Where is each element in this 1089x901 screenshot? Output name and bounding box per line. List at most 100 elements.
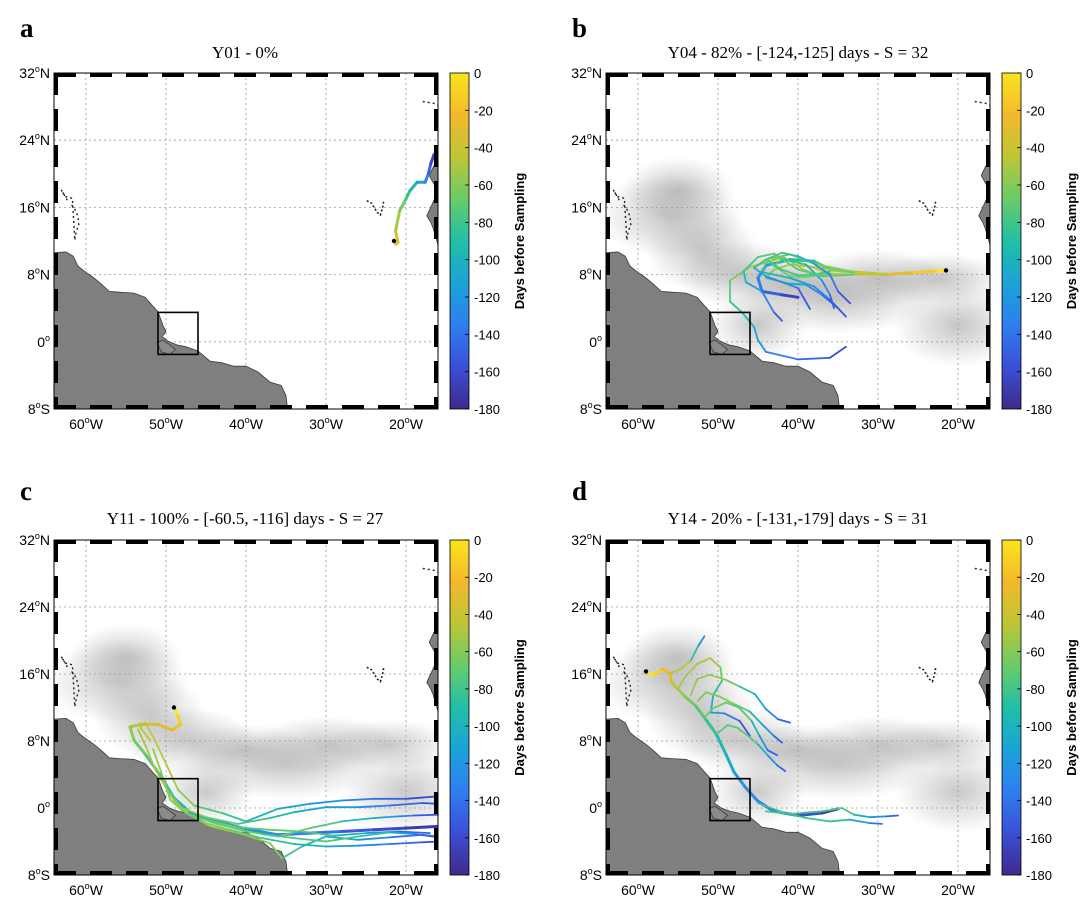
colorbar-tick-label: -140 <box>1026 327 1052 342</box>
trajectory-segment <box>404 824 438 830</box>
colorbar-tick-label: -160 <box>1026 365 1052 380</box>
trajectory-segment <box>736 726 750 737</box>
lat-tick-label: 8oS <box>580 400 602 417</box>
lon-tick-label: 50oW <box>149 415 184 432</box>
trajectory-segment <box>397 814 415 818</box>
trajectory-segment <box>372 826 408 832</box>
lat-tick-label: 0o <box>37 333 50 350</box>
colorbar-tick-label: -80 <box>1026 682 1045 697</box>
trajectory <box>765 251 851 305</box>
release-point <box>643 669 649 674</box>
trajectories <box>729 251 948 361</box>
colorbar-gradient <box>1001 539 1022 876</box>
trajectory-segment <box>829 293 835 310</box>
trajectory-segment <box>742 256 759 273</box>
trajectory-segment <box>756 276 764 293</box>
panel-letter: d <box>572 476 587 506</box>
trajectory-segment <box>773 252 799 271</box>
trajectory-segment <box>725 701 740 709</box>
sampling-box <box>157 777 199 822</box>
trajectory-segment <box>168 792 187 814</box>
trajectory-segment <box>777 718 791 724</box>
lat-tick-label: 24oN <box>19 598 50 615</box>
lat-tick-label: 32oN <box>571 64 602 81</box>
trajectory-segment <box>805 817 831 823</box>
trajectory-segment <box>718 695 735 705</box>
map-content <box>606 73 990 409</box>
trajectory-segment <box>780 293 800 299</box>
trajectory-segment <box>293 837 327 843</box>
trajectory-segment <box>869 815 887 819</box>
lon-tick-label: 30oW <box>861 881 896 898</box>
trajectory-segment <box>849 818 871 824</box>
trajectory-segment <box>797 287 811 310</box>
trajectory-segment <box>261 833 295 839</box>
caribbean-islands <box>60 189 80 241</box>
lat-tick-label: 0o <box>589 799 602 816</box>
trajectory-segment <box>213 822 247 833</box>
trajectory-segment <box>715 724 729 736</box>
lon-tick-label: 20oW <box>389 415 424 432</box>
trajectory-segment <box>753 266 767 278</box>
lon-tick-label: 20oW <box>389 881 424 898</box>
trajectory-segment <box>781 257 807 266</box>
trajectory-segment <box>261 837 295 845</box>
trajectory-segment <box>726 724 739 729</box>
lat-tick-label: 8oN <box>579 266 602 283</box>
marajo-island <box>156 339 177 355</box>
map-content <box>54 73 438 409</box>
lon-tick-label: 30oW <box>861 415 896 432</box>
trajectory-segment <box>702 716 718 736</box>
trajectory-segment <box>747 735 759 746</box>
gridlines <box>54 540 438 875</box>
trajectory-segment <box>128 725 136 742</box>
colorbar-tick-label: -80 <box>474 215 493 230</box>
colorbar-tick-label: -120 <box>474 756 500 771</box>
sampling-box <box>157 311 199 356</box>
trajectory-segment <box>293 806 327 814</box>
panel-a: a Y01 - 0% 32oN 24oN 16oN 8oN 0o 8oS 60oW 50oW 4… <box>19 13 527 432</box>
lon-tick-label: 20oW <box>941 881 976 898</box>
trajectory-segment <box>723 712 741 722</box>
colorbar-tick-label: -160 <box>474 365 500 380</box>
trajectory-segment <box>405 795 438 800</box>
panel-title: Y14 - 20% - [-131,-179] days - S = 31 <box>668 509 929 528</box>
trajectory-segment <box>389 802 423 807</box>
panel-title: Y01 - 0% <box>212 43 278 62</box>
panel-letter: c <box>20 476 32 506</box>
release-point <box>943 268 949 273</box>
lat-tick-label: 24oN <box>571 131 602 148</box>
trajectory-segment <box>394 209 402 233</box>
trajectory-segment <box>389 831 415 835</box>
colorbar-a: 0 -20 -40 -60 -80 -100 -120 -140 -160 -180 Days be… <box>449 66 527 417</box>
trajectory-segment <box>884 271 912 277</box>
trajectory-segment <box>139 721 147 729</box>
trajectory-segment <box>408 180 419 193</box>
trajectory-segment <box>732 770 747 789</box>
trajectory-segment <box>837 290 851 305</box>
trajectory-segment <box>766 749 779 757</box>
trajectory-segment <box>781 268 799 277</box>
panel-title: Y11 - 100% - [-60.5, -116] days - S = 27 <box>107 509 384 528</box>
colorbar-tick-label: 0 <box>1026 66 1033 81</box>
caribbean-islands <box>612 656 632 707</box>
lat-tick-label: 32oN <box>19 531 50 548</box>
trajectory-segment <box>789 277 815 288</box>
trajectory-segment <box>757 339 767 353</box>
trajectory-segment <box>797 268 823 278</box>
trajectory-segment <box>789 282 807 286</box>
lat-tick-label: 8oS <box>28 400 50 417</box>
trajectory-segment <box>309 799 343 805</box>
colorbar-tick-label: 0 <box>474 66 481 81</box>
colorbar-tick-label: -40 <box>1026 607 1045 622</box>
trajectory-segment <box>684 696 698 708</box>
south-america-landmass <box>606 717 841 875</box>
trajectory-segment <box>340 828 376 833</box>
colorbar-tick-label: -60 <box>1026 645 1045 660</box>
trajectory-segment <box>737 706 753 722</box>
panel-c: c Y11 - 100% - [-60.5, -116] days - S = … <box>19 476 527 898</box>
trajectory-segment <box>765 258 783 271</box>
south-america-landmass <box>54 251 289 409</box>
trajectory <box>757 802 883 825</box>
map-d: 32oN 24oN 16oN 8oN 0o 8oS 60oW 50oW 40oW 30oW 20oW <box>571 531 991 898</box>
